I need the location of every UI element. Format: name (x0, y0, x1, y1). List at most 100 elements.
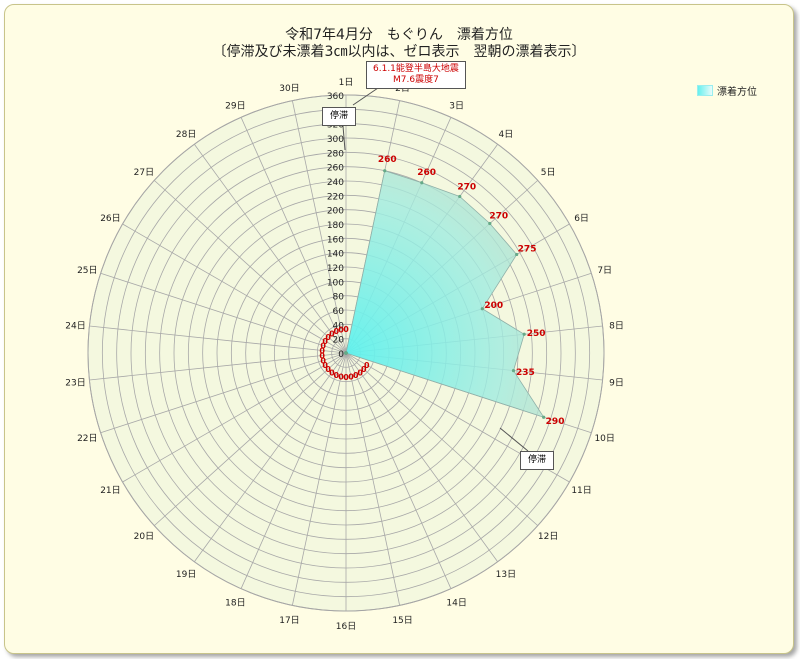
radial-tick-label: 140 (327, 250, 344, 260)
category-label: 17日 (279, 615, 299, 626)
data-label: 0 (333, 371, 339, 380)
data-label: 0 (320, 356, 326, 365)
data-point-8 (522, 332, 526, 336)
category-label: 20日 (134, 531, 154, 542)
category-label: 21日 (100, 485, 120, 496)
category-label: 30日 (279, 83, 299, 94)
data-label: 200 (484, 301, 503, 311)
category-label: 29日 (225, 101, 245, 112)
data-label: 0 (320, 342, 326, 351)
data-label: 0 (348, 372, 354, 381)
spoke-14 (345, 352, 452, 589)
category-label: 15日 (392, 615, 412, 626)
spoke-29 (240, 117, 347, 354)
spoke-20 (154, 352, 347, 526)
data-label: 0 (329, 368, 335, 377)
legend: 漂着方位 (697, 83, 757, 98)
category-label: 26日 (100, 213, 120, 224)
data-point-6 (515, 252, 519, 257)
data-point-9 (511, 369, 516, 373)
data-point-5 (488, 221, 492, 226)
legend-label: 漂着方位 (717, 87, 757, 98)
category-label: 4日 (499, 129, 514, 140)
radial-tick-label: 280 (327, 149, 344, 159)
radial-tick-label: 60 (333, 307, 345, 317)
category-label: 10日 (594, 433, 614, 444)
category-label: 13日 (496, 569, 516, 580)
spoke-15 (345, 352, 401, 606)
data-label: 0 (357, 368, 363, 377)
category-label: 6日 (574, 213, 589, 224)
stagnant-right-pointer (499, 427, 529, 452)
stagnant-callout-right: 停滞 (520, 451, 555, 470)
data-label: 270 (489, 211, 508, 221)
title-line-2: 〔停滞及び未漂着3㎝以内は、ゼロ表示 翌朝の漂着表示〕 (212, 44, 586, 60)
category-label: 7日 (597, 265, 612, 276)
quake-callout-line-2: M7.6震度7 (393, 75, 439, 85)
data-label: 290 (546, 417, 565, 427)
radial-tick-label: 120 (327, 264, 344, 274)
data-label: 0 (361, 365, 367, 374)
spoke-22 (100, 352, 347, 434)
radial-tick-label: 200 (327, 207, 344, 217)
category-label: 1日 (339, 77, 354, 88)
quake-callout-line-1: 6.1.1能登半島大地震 (373, 64, 459, 74)
category-label: 23日 (65, 377, 85, 388)
spoke-28 (194, 144, 347, 354)
data-label: 0 (319, 346, 325, 355)
data-label: 275 (518, 244, 537, 254)
data-label: 260 (378, 155, 397, 165)
data-label: 0 (364, 361, 370, 370)
data-label: 0 (325, 333, 331, 342)
radial-tick-label: 80 (333, 293, 345, 303)
category-label: 28日 (176, 129, 196, 140)
radial-tick-label: 360 (327, 92, 344, 102)
category-label: 16日 (336, 621, 356, 632)
data-label: 0 (353, 371, 359, 380)
category-label: 12日 (538, 531, 558, 542)
category-label: 18日 (225, 597, 245, 608)
data-point-2 (383, 169, 387, 173)
data-label: 0 (343, 325, 349, 334)
spoke-12 (345, 352, 538, 526)
data-point-7 (480, 307, 484, 311)
data-point-30 (344, 351, 348, 355)
spoke-25 (100, 272, 347, 354)
spoke-23 (89, 352, 347, 381)
radial-tick-label: 220 (327, 192, 344, 202)
quake-callout-pointer (352, 87, 379, 106)
category-label: 22日 (77, 433, 97, 444)
data-label: 250 (527, 329, 546, 339)
data-label: 0 (333, 327, 339, 336)
data-point-4 (458, 194, 462, 199)
radial-tick-label: 20 (333, 336, 345, 346)
legend-swatch (697, 85, 713, 96)
category-label: 11日 (571, 485, 591, 496)
data-label: 0 (338, 326, 344, 335)
radial-tick-label: 160 (327, 235, 344, 245)
quake-callout: 6.1.1能登半島大地震 M7.6震度7 (366, 61, 466, 89)
radial-tick-label: 40 (333, 321, 345, 331)
data-label: 235 (516, 368, 535, 378)
data-label: 0 (343, 373, 349, 382)
category-label: 8日 (609, 321, 624, 332)
radial-tick-label: 260 (327, 164, 344, 174)
data-label: 0 (322, 361, 328, 370)
data-label: 0 (319, 352, 325, 361)
category-label: 19日 (176, 569, 196, 580)
category-label: 9日 (609, 377, 624, 388)
spoke-30 (291, 100, 347, 354)
data-point-3 (420, 181, 424, 185)
radial-tick-label: 240 (327, 178, 344, 188)
data-label: 0 (322, 337, 328, 346)
spoke-18 (240, 352, 347, 589)
spoke-19 (194, 352, 347, 562)
stagnant-top-pointer (342, 125, 346, 151)
data-point-10 (542, 415, 546, 419)
radial-tick-label: 300 (327, 135, 344, 145)
radial-tick-label: 100 (327, 278, 344, 288)
data-label: 0 (329, 330, 335, 339)
data-label: 0 (338, 372, 344, 381)
spoke-21 (122, 352, 347, 483)
category-label: 27日 (134, 167, 154, 178)
